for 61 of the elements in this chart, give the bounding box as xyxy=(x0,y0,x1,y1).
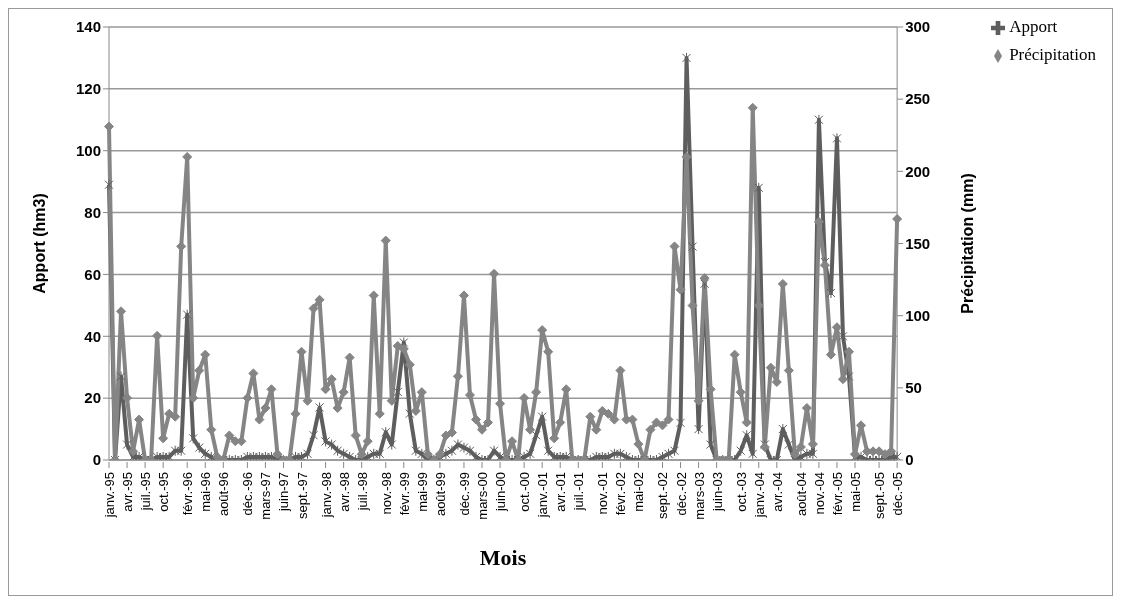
x-tick-label: août-96 xyxy=(216,472,232,517)
y-tick-label: 0 xyxy=(92,451,101,469)
x-tick-label: mai-02 xyxy=(631,472,647,512)
x-tick-label: mai-05 xyxy=(848,472,864,512)
x-tick-label: juil.-95 xyxy=(138,472,154,512)
x-tick-label: oct.-95 xyxy=(156,472,172,512)
x-tick-label: févr.-05 xyxy=(829,472,845,516)
y2-axis-title: Précipitation (mm) xyxy=(958,173,976,314)
x-tick-label: juil.-01 xyxy=(571,472,587,512)
x-tick-label: oct.-00 xyxy=(517,472,533,512)
x-tick-label: avr.-01 xyxy=(553,472,569,512)
x-tick-label: oct.-03 xyxy=(733,472,749,512)
y2-tick-label: 50 xyxy=(905,379,922,397)
x-tick-label: déc.-99 xyxy=(456,472,472,516)
x-tick-label: juil.-98 xyxy=(354,472,370,512)
y-tick-label: 100 xyxy=(75,142,101,160)
legend-label: Précipitation xyxy=(1009,45,1096,64)
x-tick-label: mars-03 xyxy=(691,472,707,520)
y2-tick-label: 150 xyxy=(905,234,931,252)
x-tick-label: mars-00 xyxy=(475,472,491,520)
y-tick-label: 60 xyxy=(84,265,101,283)
legend-label: Apport xyxy=(1009,17,1058,36)
y2-tick-label: 0 xyxy=(905,451,914,469)
x-tick-label: déc.-96 xyxy=(240,472,256,516)
x-tick-label: janv.-95 xyxy=(102,472,117,519)
x-axis-title: Mois xyxy=(479,545,527,570)
x-tick-label: janv.-01 xyxy=(535,472,551,519)
x-tick-label: sept.-02 xyxy=(655,472,671,519)
x-tick-label: mai-99 xyxy=(414,472,430,512)
y-tick-label: 80 xyxy=(84,203,101,221)
y2-tick-label: 250 xyxy=(905,90,931,108)
x-tick-label: janv.-04 xyxy=(751,472,767,519)
x-tick-label: mai-96 xyxy=(198,472,214,512)
x-tick-label: déc.-05 xyxy=(890,472,906,516)
x-tick-label: juin-97 xyxy=(276,472,292,513)
x-tick-label: avr.-95 xyxy=(120,472,136,512)
y2-tick-label: 100 xyxy=(905,306,931,324)
x-tick-label: févr.-96 xyxy=(180,472,196,516)
x-tick-label: juin-00 xyxy=(493,472,509,513)
y2-tick-label: 300 xyxy=(905,18,931,36)
x-tick-label: sept.-05 xyxy=(872,472,888,519)
x-tick-label: févr.-99 xyxy=(396,472,412,516)
x-tick-label: août-99 xyxy=(432,472,448,517)
x-tick-label: août-04 xyxy=(793,472,809,517)
x-tick-label: févr.-02 xyxy=(613,472,629,516)
y-tick-label: 40 xyxy=(84,327,101,345)
x-tick-label: mars-97 xyxy=(258,472,274,520)
y-axis-title: Apport (hm3) xyxy=(30,193,48,294)
x-tick-label: nov.-98 xyxy=(378,472,394,515)
y-tick-label: 120 xyxy=(75,80,101,98)
y-tick-label: 140 xyxy=(75,18,101,36)
x-tick-label: janv.-98 xyxy=(318,472,334,519)
x-tick-label: déc.-02 xyxy=(673,472,689,516)
x-tick-label: nov.-01 xyxy=(595,472,611,515)
x-tick-label: juin-03 xyxy=(709,472,725,513)
y2-tick-label: 200 xyxy=(905,162,931,180)
y-tick-label: 20 xyxy=(84,389,101,407)
x-tick-label: nov.-04 xyxy=(811,472,827,515)
x-tick-label: avr.-04 xyxy=(769,472,785,512)
x-tick-label: avr.-98 xyxy=(336,472,352,512)
x-tick-label: sept.-97 xyxy=(294,472,310,519)
